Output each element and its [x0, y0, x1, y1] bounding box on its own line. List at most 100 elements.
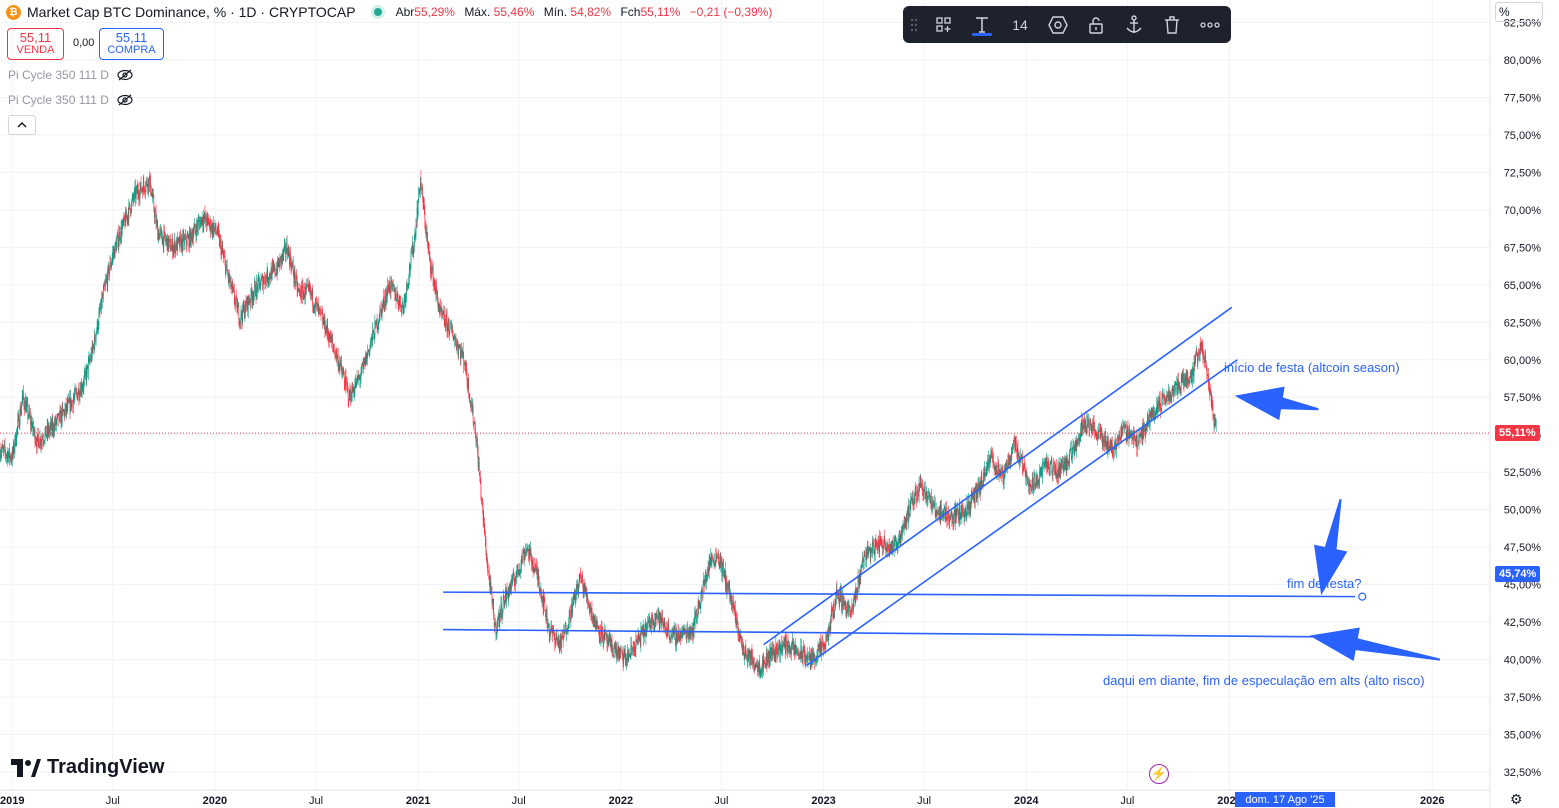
candle-body [229, 274, 230, 282]
time-tick-label: 2024 [1014, 795, 1039, 807]
anchor-icon[interactable] [1115, 6, 1153, 43]
candle-body [915, 489, 916, 491]
annotation-altseason[interactable]: início de festa (altcoin season) [1224, 360, 1400, 375]
candle-body [1039, 470, 1040, 480]
collapse-legend-button[interactable] [8, 115, 36, 135]
candle-body [191, 230, 192, 234]
annotation-below[interactable]: daqui em diante, fim de especulação em a… [1103, 673, 1425, 688]
candle-body [138, 195, 139, 199]
candle-body [1044, 464, 1045, 465]
candle-body [806, 659, 807, 660]
candle-body [62, 407, 63, 409]
candle-body [593, 615, 594, 620]
candle-body [899, 537, 900, 542]
candle-body [480, 477, 481, 482]
candle-body [467, 376, 468, 382]
candle-body [50, 427, 51, 430]
candle-body [497, 619, 498, 626]
candle-body [788, 646, 789, 647]
candle-body [882, 539, 883, 546]
candle-body [723, 564, 724, 576]
candle-body [1195, 355, 1196, 359]
candle-body [554, 632, 555, 638]
candle-body [998, 462, 999, 469]
buy-button[interactable]: 55,11 COMPRA [99, 28, 164, 60]
more-icon[interactable] [1191, 6, 1229, 43]
tradingview-logo[interactable]: TradingView [11, 756, 164, 779]
candle-body [44, 442, 45, 443]
candle-body [1151, 414, 1152, 415]
lightning-icon[interactable]: ⚡ [1149, 764, 1169, 784]
candle-body [115, 243, 116, 244]
candle-body [962, 507, 963, 511]
candle-body [824, 644, 825, 647]
candle-body [924, 489, 925, 493]
candle-body [316, 299, 317, 302]
symbol-title[interactable]: Market Cap BTC Dominance, % · 1D · CRYPT… [27, 4, 356, 20]
candle-body [253, 293, 254, 299]
candle-body [473, 406, 474, 422]
grip-icon[interactable] [903, 18, 925, 32]
candle-body [1034, 476, 1035, 491]
candle-body [160, 230, 161, 233]
candle-body [925, 486, 926, 499]
hidden-eye-icon[interactable] [117, 94, 133, 106]
candle-body [341, 361, 342, 364]
candle-body [1, 450, 2, 453]
unlock-icon[interactable] [1077, 6, 1115, 43]
gear-icon[interactable]: ⚙ [1510, 791, 1526, 807]
candle-body [792, 646, 793, 650]
candle-body [234, 291, 235, 301]
font-size-button[interactable]: 14 [1001, 6, 1039, 43]
scale-mode-button[interactable]: % [1495, 2, 1543, 22]
trash-icon[interactable] [1153, 6, 1191, 43]
drawing-toolbar[interactable]: 14 [903, 6, 1231, 43]
candle-body [315, 308, 316, 309]
candle-body [641, 630, 642, 645]
candle-body [545, 609, 546, 616]
candle-body [200, 221, 201, 228]
candle-body [592, 608, 593, 618]
candle-body [117, 237, 118, 242]
candle-body [120, 232, 121, 240]
candle-body [1075, 444, 1076, 448]
candle-body [1105, 435, 1106, 444]
candle-body [380, 310, 381, 320]
candle-body [883, 545, 884, 547]
candle-body [39, 447, 40, 449]
indicator-legend-2[interactable]: Pi Cycle 350 111 D [8, 93, 133, 107]
date-cursor-label: dom. 17 Ago '25 [1235, 792, 1335, 807]
candle-body [410, 267, 411, 269]
price-axis[interactable]: 82,50%80,00%77,50%75,00%72,50%70,00%67,5… [1504, 17, 1542, 779]
candle-body [963, 512, 964, 515]
candle-body [1025, 469, 1026, 474]
shape-icon[interactable] [1039, 6, 1077, 43]
hidden-eye-icon[interactable] [117, 69, 133, 81]
candle-body [499, 614, 500, 624]
indicator-legend-1[interactable]: Pi Cycle 350 111 D [8, 68, 133, 82]
candle-body [682, 633, 683, 638]
candle-body [232, 284, 233, 288]
candle-body [57, 414, 58, 416]
candle-body [869, 547, 870, 550]
candle-body [206, 214, 207, 222]
add-object-icon[interactable] [925, 6, 963, 43]
candle-body [990, 459, 991, 468]
candle-body [76, 391, 77, 393]
candle-body [332, 340, 333, 344]
candle-body [211, 230, 212, 232]
candle-body [346, 376, 347, 381]
candle-body [835, 599, 836, 600]
market-status-icon[interactable] [374, 8, 382, 16]
time-tick-label: Jul [309, 795, 323, 807]
annotation-end[interactable]: fim de festa? [1287, 576, 1361, 591]
candle-body [910, 505, 911, 514]
sell-button[interactable]: 55,11 VENDA [7, 28, 64, 60]
candle-body [1145, 431, 1146, 435]
candle-body [648, 622, 649, 623]
candle-body [1056, 467, 1057, 478]
text-icon[interactable] [963, 6, 1001, 43]
candle-body [134, 191, 135, 200]
time-tick-label: 2023 [811, 795, 835, 807]
